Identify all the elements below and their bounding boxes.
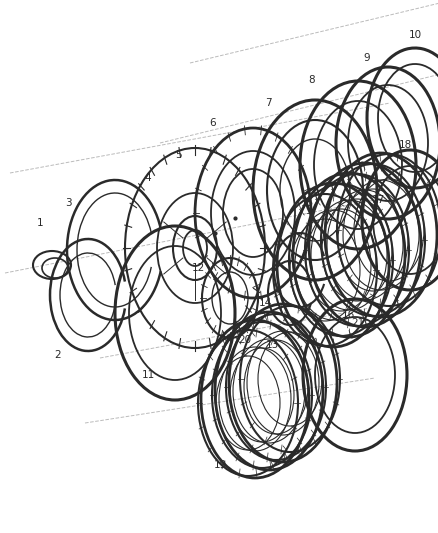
Text: 12: 12 — [191, 263, 205, 273]
Text: 2: 2 — [55, 350, 61, 360]
Text: 15: 15 — [300, 198, 314, 208]
Text: 20: 20 — [238, 335, 251, 345]
Text: 14: 14 — [258, 298, 272, 308]
Text: 6: 6 — [210, 118, 216, 128]
Text: 16: 16 — [341, 310, 355, 320]
Text: 21: 21 — [351, 318, 364, 328]
Text: 10: 10 — [409, 30, 421, 40]
Text: 8: 8 — [309, 75, 315, 85]
Text: 19: 19 — [213, 460, 226, 470]
Text: 9: 9 — [364, 53, 370, 63]
Text: 18: 18 — [399, 140, 412, 150]
Text: 4: 4 — [145, 173, 151, 183]
Text: 7: 7 — [265, 98, 271, 108]
Text: 5: 5 — [175, 150, 181, 160]
Text: 1: 1 — [37, 218, 43, 228]
Text: 13: 13 — [265, 340, 279, 350]
Text: 11: 11 — [141, 370, 155, 380]
Text: 3: 3 — [65, 198, 71, 208]
Text: 17: 17 — [371, 195, 385, 205]
